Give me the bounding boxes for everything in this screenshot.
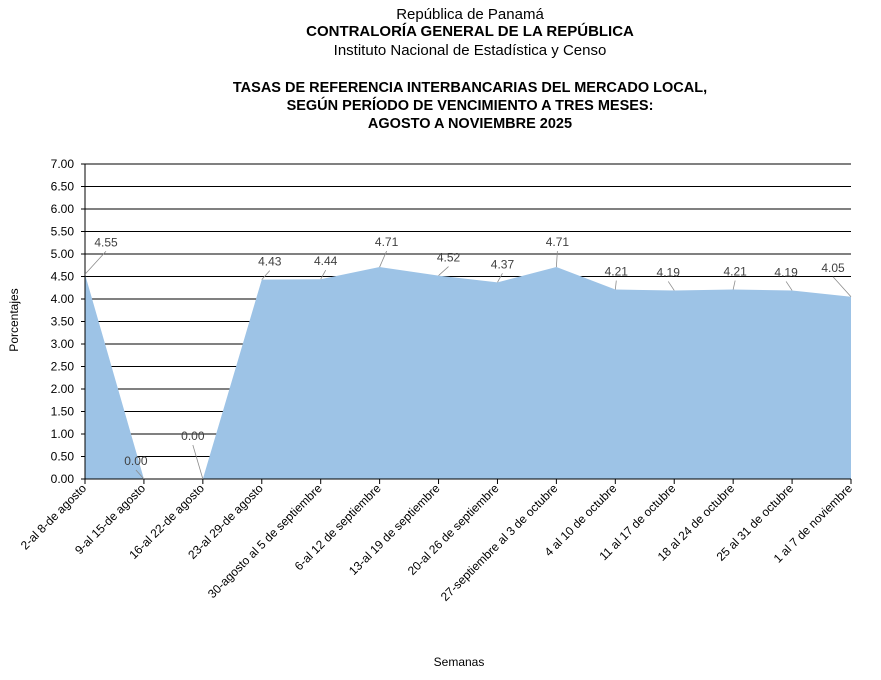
area-series <box>85 267 851 479</box>
data-labels: 4.55 0.00 0.00 4.43 4.44 4.71 4.52 4.37 4.71 4.21… <box>84 235 852 480</box>
data-label: 4.71 <box>375 235 399 249</box>
data-label-leader <box>192 444 204 480</box>
y-tick-label: 4.50 <box>51 270 75 284</box>
y-tick-label: 5.50 <box>51 225 75 239</box>
y-tick-label: 1.50 <box>51 405 75 419</box>
y-tick-label: 1.00 <box>51 427 75 441</box>
data-label: 4.52 <box>437 251 461 265</box>
data-label-leader <box>438 266 449 276</box>
data-label: 4.43 <box>258 255 282 269</box>
y-tick-label: 3.50 <box>51 315 75 329</box>
data-label-leader <box>555 251 558 268</box>
chart-title-line-1: TASAS DE REFERENCIA INTERBANCARIAS DEL M… <box>232 80 708 96</box>
header-country: República de Panamá <box>396 6 544 23</box>
y-tick-labels: 0.00 0.50 1.00 1.50 2.00 2.50 3.00 3.50 4.00 4.50… <box>51 157 75 486</box>
y-tick-label: 2.00 <box>51 382 75 396</box>
data-label: 4.05 <box>821 261 845 275</box>
data-label-leader <box>84 250 107 275</box>
data-label-leader <box>497 273 503 283</box>
data-label-leader <box>261 270 271 280</box>
data-label: 4.55 <box>94 235 118 249</box>
data-label-leader <box>785 281 793 291</box>
header-institute: Instituto Nacional de Estadística y Cens… <box>333 42 607 59</box>
y-tick-label: 0.50 <box>51 450 75 464</box>
data-label-leader <box>379 250 387 268</box>
header-institution: CONTRALORÍA GENERAL DE LA REPÚBLICA <box>306 23 634 40</box>
x-tick-label: 27-septiembre al 3 de octubre <box>438 481 561 604</box>
data-label: 4.21 <box>605 265 629 279</box>
data-label: 4.21 <box>723 265 747 279</box>
axes <box>81 163 852 484</box>
data-label-leader <box>614 280 617 290</box>
data-label: 4.19 <box>774 265 798 279</box>
data-label: 4.37 <box>491 257 515 271</box>
y-tick-label: 6.50 <box>51 180 75 194</box>
chart-title-line-3: AGOSTO A NOVIEMBRE 2025 <box>367 116 573 132</box>
data-label-leader <box>320 270 327 280</box>
y-tick-label: 5.00 <box>51 247 75 261</box>
y-tick-label: 3.00 <box>51 337 75 351</box>
y-tick-label: 0.00 <box>51 472 75 486</box>
data-label: 0.00 <box>181 429 205 443</box>
y-tick-label: 7.00 <box>51 157 75 171</box>
x-axis-label: Semanas <box>434 655 485 669</box>
y-tick-label: 4.00 <box>51 292 75 306</box>
data-label: 4.71 <box>546 235 570 249</box>
chart-title-line-2: SEGÚN PERÍODO DE VENCIMIENTO A TRES MESE… <box>286 98 654 114</box>
data-label: 0.00 <box>124 454 148 468</box>
area-fill <box>85 267 851 479</box>
y-axis-label: Porcentajes <box>7 288 21 351</box>
data-label: 4.44 <box>314 254 338 268</box>
data-label-leader <box>667 281 675 291</box>
x-tick-label: 30-agosto al 5 de septiembre <box>205 481 325 601</box>
data-label-leader <box>832 276 852 298</box>
data-label-leader <box>732 280 736 290</box>
y-tick-label: 2.50 <box>51 360 75 374</box>
data-label: 4.19 <box>657 265 681 279</box>
data-label-leader <box>135 469 145 480</box>
y-tick-label: 6.00 <box>51 202 75 216</box>
